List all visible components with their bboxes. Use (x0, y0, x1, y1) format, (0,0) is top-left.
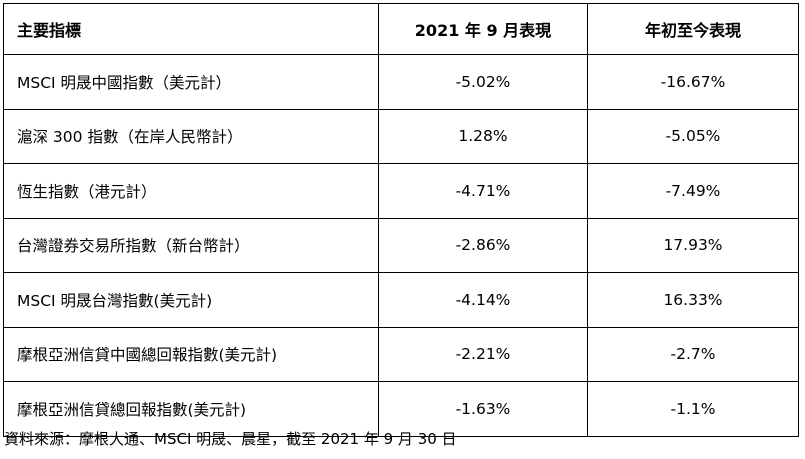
row-ytd-value: 17.93% (587, 217, 799, 273)
table-row: 恆生指數（港元計） -4.71% -7.49% (3, 163, 799, 219)
row-september-value: -4.71% (378, 163, 588, 219)
row-index-name: MSCI 明晟台灣指數(美元計) (3, 272, 379, 328)
row-index-name: 恆生指數（港元計） (3, 163, 379, 219)
row-september-value: -2.86% (378, 217, 588, 273)
table-row: 摩根亞洲信貸中國總回報指數(美元計) -2.21% -2.7% (3, 326, 799, 382)
header-indicator: 主要指標 (3, 3, 379, 55)
header-ytd: 年初至今表現 (587, 3, 799, 55)
row-september-value: -1.63% (378, 381, 588, 437)
table-row: 滬深 300 指數（在岸人民幣計） 1.28% -5.05% (3, 108, 799, 164)
row-ytd-value: -2.7% (587, 326, 799, 382)
row-ytd-value: -5.05% (587, 108, 799, 164)
source-footnote: 資料來源：摩根大通、MSCI 明晟、晨星，截至 2021 年 9 月 30 日 (4, 430, 457, 448)
row-index-name: MSCI 明晟中國指數（美元計） (3, 54, 379, 110)
table-row: 台灣證券交易所指數（新台幣計） -2.86% 17.93% (3, 217, 799, 273)
row-index-name: 摩根亞洲信貸中國總回報指數(美元計) (3, 326, 379, 382)
header-september: 2021 年 9 月表現 (378, 3, 588, 55)
row-ytd-value: -7.49% (587, 163, 799, 219)
index-performance-table: 主要指標 2021 年 9 月表現 年初至今表現 MSCI 明晟中國指數（美元計… (3, 3, 799, 437)
row-september-value: -2.21% (378, 326, 588, 382)
row-index-name: 台灣證券交易所指數（新台幣計） (3, 217, 379, 273)
table-row: 摩根亞洲信貸總回報指數(美元計) -1.63% -1.1% (3, 381, 799, 437)
row-september-value: -4.14% (378, 272, 588, 328)
row-ytd-value: -1.1% (587, 381, 799, 437)
row-index-name: 摩根亞洲信貸總回報指數(美元計) (3, 381, 379, 437)
table-header-row: 主要指標 2021 年 9 月表現 年初至今表現 (3, 3, 799, 55)
table-row: MSCI 明晟台灣指數(美元計) -4.14% 16.33% (3, 272, 799, 328)
row-ytd-value: 16.33% (587, 272, 799, 328)
row-index-name: 滬深 300 指數（在岸人民幣計） (3, 108, 379, 164)
row-september-value: -5.02% (378, 54, 588, 110)
table-row: MSCI 明晟中國指數（美元計） -5.02% -16.67% (3, 54, 799, 110)
row-ytd-value: -16.67% (587, 54, 799, 110)
row-september-value: 1.28% (378, 108, 588, 164)
